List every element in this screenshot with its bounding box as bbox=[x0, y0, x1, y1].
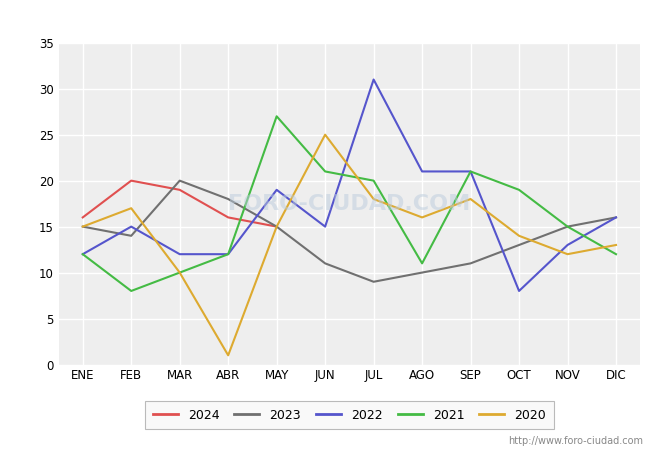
2021 bbox=[612, 252, 620, 257]
2020 bbox=[612, 242, 620, 248]
Legend: 2024, 2023, 2022, 2021, 2020: 2024, 2023, 2022, 2021, 2020 bbox=[145, 401, 554, 429]
Text: Matriculaciones de Vehiculos en Peñarroya-Pueblonuevo: Matriculaciones de Vehiculos en Peñarroy… bbox=[91, 10, 559, 28]
Line: 2021: 2021 bbox=[83, 116, 616, 291]
2024 bbox=[176, 187, 183, 193]
2020 bbox=[564, 252, 571, 257]
2022 bbox=[176, 252, 183, 257]
2021 bbox=[321, 169, 329, 174]
Text: FORO-CIUDAD.COM: FORO-CIUDAD.COM bbox=[228, 194, 471, 214]
2023 bbox=[515, 242, 523, 248]
2022 bbox=[224, 252, 232, 257]
2021 bbox=[467, 169, 474, 174]
2023 bbox=[127, 233, 135, 238]
2021 bbox=[79, 252, 86, 257]
2021 bbox=[564, 224, 571, 230]
2020 bbox=[224, 353, 232, 358]
2022 bbox=[612, 215, 620, 220]
2023 bbox=[564, 224, 571, 230]
2021 bbox=[127, 288, 135, 294]
2020 bbox=[79, 224, 86, 230]
Line: 2023: 2023 bbox=[83, 180, 616, 282]
2023 bbox=[176, 178, 183, 183]
2022 bbox=[418, 169, 426, 174]
2023 bbox=[612, 215, 620, 220]
2022 bbox=[515, 288, 523, 294]
2022 bbox=[321, 224, 329, 230]
2020 bbox=[467, 196, 474, 202]
2020 bbox=[127, 206, 135, 211]
Line: 2024: 2024 bbox=[83, 180, 277, 227]
2020 bbox=[515, 233, 523, 238]
2020 bbox=[370, 196, 378, 202]
2021 bbox=[515, 187, 523, 193]
2022 bbox=[273, 187, 281, 193]
2021 bbox=[418, 261, 426, 266]
2023 bbox=[467, 261, 474, 266]
2023 bbox=[418, 270, 426, 275]
Line: 2022: 2022 bbox=[83, 80, 616, 291]
2024 bbox=[79, 215, 86, 220]
2022 bbox=[370, 77, 378, 82]
2020 bbox=[176, 270, 183, 275]
2023 bbox=[273, 224, 281, 230]
2022 bbox=[467, 169, 474, 174]
2020 bbox=[321, 132, 329, 137]
2022 bbox=[79, 252, 86, 257]
2024 bbox=[127, 178, 135, 183]
2022 bbox=[564, 242, 571, 248]
2023 bbox=[370, 279, 378, 284]
2023 bbox=[224, 196, 232, 202]
2024 bbox=[273, 224, 281, 230]
2024 bbox=[224, 215, 232, 220]
Line: 2020: 2020 bbox=[83, 135, 616, 356]
2022 bbox=[127, 224, 135, 230]
2020 bbox=[418, 215, 426, 220]
2021 bbox=[273, 113, 281, 119]
2021 bbox=[370, 178, 378, 183]
2021 bbox=[224, 252, 232, 257]
2023 bbox=[321, 261, 329, 266]
2020 bbox=[273, 224, 281, 230]
2021 bbox=[176, 270, 183, 275]
Text: http://www.foro-ciudad.com: http://www.foro-ciudad.com bbox=[508, 436, 644, 446]
2023 bbox=[79, 224, 86, 230]
